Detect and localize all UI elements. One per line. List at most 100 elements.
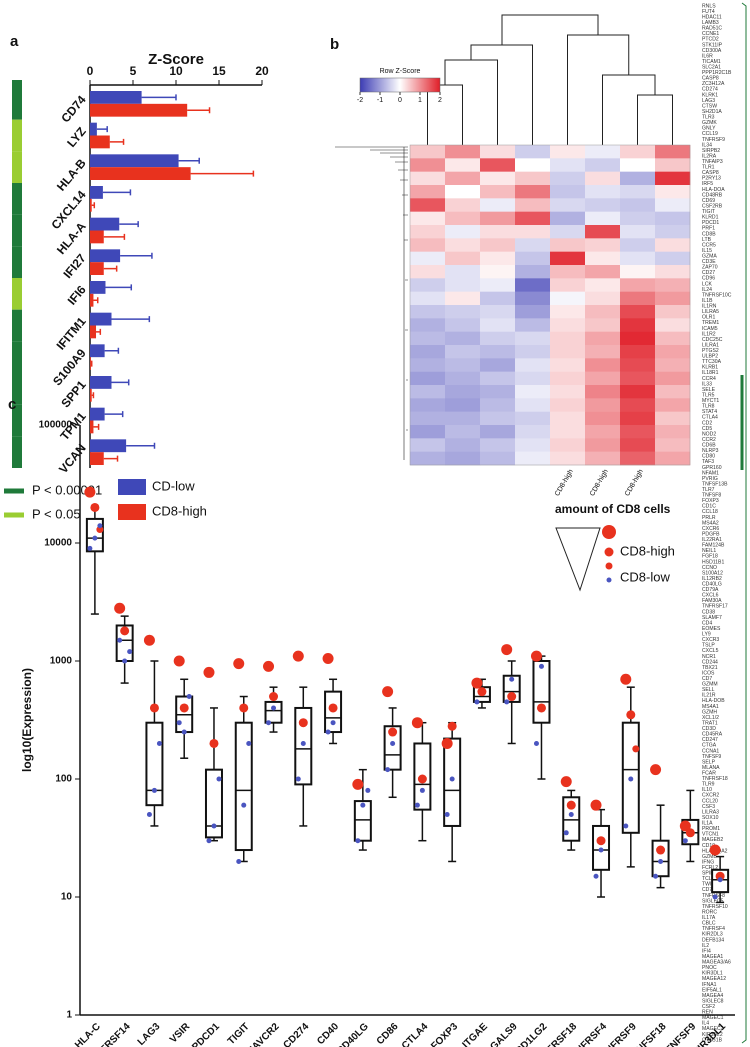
point: [206, 838, 212, 844]
heat-cell: [410, 238, 446, 252]
heat-cell: [445, 278, 481, 292]
panel-label: b: [330, 36, 339, 53]
heat-cell: [585, 265, 621, 279]
point: [501, 644, 513, 656]
heat-cell: [480, 278, 516, 292]
heat-cell: [620, 145, 656, 159]
gene-label: ZC3H12A: [702, 81, 725, 87]
point: [626, 710, 636, 720]
heat-cell: [655, 211, 691, 226]
gene-label: SELE: [702, 387, 716, 393]
legend-marker: [605, 562, 613, 570]
point: [97, 523, 103, 529]
point: [449, 776, 455, 782]
colorbar-tick-label: -1: [377, 97, 383, 104]
heat-cell: [655, 171, 691, 186]
point: [419, 787, 425, 793]
heat-cell: [620, 211, 656, 226]
heat-cell: [515, 171, 551, 186]
gene-label: IFI4: [702, 948, 711, 954]
gene-label: CD5: [702, 426, 712, 432]
gene-label: CASP8: [702, 170, 719, 176]
significance-strip: [12, 341, 22, 373]
heat-cell: [620, 278, 656, 292]
gene-label: SELP: [702, 759, 716, 765]
gene-label: IL33: [702, 381, 712, 387]
point: [507, 692, 517, 702]
gene-label: CD3E: [702, 259, 716, 265]
point: [236, 858, 242, 864]
heat-cell: [620, 451, 656, 466]
heat-cell: [655, 425, 691, 439]
gene-label: CD79B: [702, 887, 719, 893]
heat-cell: [480, 345, 516, 359]
point: [566, 800, 576, 810]
heat-cell: [410, 225, 446, 239]
gene-label: OLR1: [702, 315, 715, 321]
point: [530, 650, 542, 662]
significance-strip: [12, 436, 22, 468]
point: [709, 844, 721, 856]
gene-label: CD79A: [702, 587, 719, 593]
heat-cell: [550, 158, 586, 172]
heat-cell: [550, 198, 586, 212]
bar: [90, 376, 112, 389]
error-bar: [93, 297, 99, 304]
point: [266, 720, 272, 726]
heat-cell: [445, 345, 481, 359]
gene-label: TLR7: [702, 487, 715, 493]
point: [560, 776, 572, 788]
heat-cell: [445, 331, 481, 346]
heat-cell: [620, 291, 656, 306]
heat-cell: [410, 305, 446, 319]
heat-cell: [445, 358, 481, 372]
point: [239, 703, 249, 713]
heat-cell: [620, 411, 656, 426]
heat-cell: [550, 171, 586, 186]
gene-label: TNFSF8: [702, 493, 721, 499]
point: [295, 776, 301, 782]
point: [411, 717, 423, 729]
gene-label: CCL19: [702, 131, 718, 137]
box: [234, 721, 253, 852]
point: [477, 687, 487, 697]
gene-label: REN: [702, 1010, 713, 1016]
point: [246, 740, 252, 746]
point: [658, 858, 664, 864]
point: [390, 740, 396, 746]
error-bar: [90, 360, 93, 367]
x-tick-label: 5: [130, 64, 137, 78]
gene-label: NFAM1: [702, 470, 719, 476]
gene-label: IL4: [702, 1021, 709, 1027]
point: [712, 894, 718, 900]
gene-label: IL21R: [702, 693, 716, 699]
heat-cell: [480, 251, 516, 266]
heat-cell: [515, 451, 551, 466]
heat-cell: [620, 385, 656, 399]
legend-title: amount of CD8 cells: [555, 502, 671, 516]
gene-label: CCNO: [702, 565, 717, 571]
error-bar: [91, 392, 95, 399]
heat-cell: [550, 345, 586, 359]
point: [143, 634, 155, 646]
error-bar: [109, 138, 125, 145]
bar: [90, 103, 188, 117]
point: [685, 828, 695, 838]
heat-cell: [550, 398, 586, 412]
gene-label: EIF5AL1: [702, 987, 722, 993]
heat-cell: [445, 385, 481, 399]
y-tick-label: HLA-B: [54, 156, 89, 194]
significance-strip: [12, 309, 22, 342]
point: [632, 745, 640, 753]
heat-cell: [655, 251, 691, 266]
colorbar-tick-label: 0: [398, 97, 402, 104]
heat-cell: [620, 198, 656, 212]
bracket: [740, 2, 747, 1044]
gene-label: HLA-DOA: [702, 187, 725, 193]
heat-cell: [585, 345, 621, 359]
x-tick-label: PDCD1: [190, 1021, 222, 1047]
heat-cell: [445, 238, 481, 252]
significance-strip: [12, 278, 22, 310]
heat-cell: [655, 198, 691, 212]
gene-label: PDCD1: [702, 220, 719, 226]
